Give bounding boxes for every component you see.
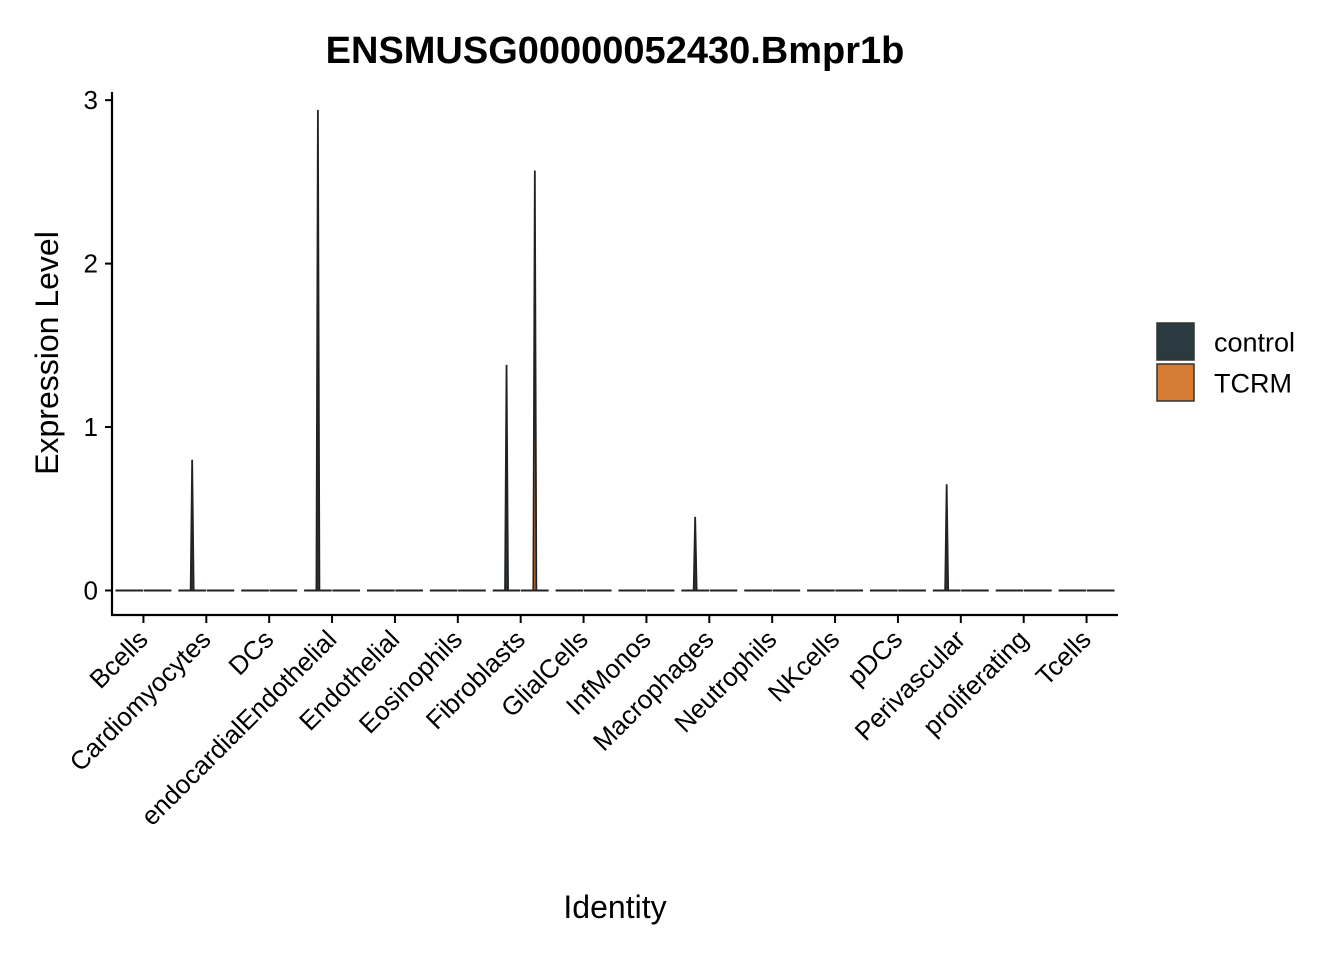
y-tick-label-2: 2: [84, 249, 98, 279]
chart-title: ENSMUSG00000052430.Bmpr1b: [326, 30, 905, 72]
violins: [115, 109, 1115, 592]
legend-label-TCRM: TCRM: [1214, 369, 1292, 399]
violin-spike-Cardiomyocytes-control: [189, 459, 195, 592]
x-tick-label-Tcells: Tcells: [1030, 624, 1097, 691]
violin-spike-Fibroblasts-control: [504, 364, 509, 592]
violin-spike-Fibroblasts-TCRM: [532, 170, 538, 592]
x-axis-title: Identity: [563, 889, 666, 925]
y-tick-label-0: 0: [84, 575, 98, 605]
violin-spike-Macrophages-control: [692, 516, 698, 592]
y-tick-label-3: 3: [84, 85, 98, 115]
legend: control TCRM: [1156, 322, 1295, 402]
y-tick-label-1: 1: [84, 412, 98, 442]
y-axis-title: Expression Level: [29, 231, 65, 475]
x-tick-label-DCs: DCs: [222, 624, 279, 681]
violin-spike-Perivascular-control: [944, 484, 950, 592]
violin-spike-endocardialEndothelial-control: [315, 109, 321, 592]
x-tick-label-NKcells: NKcells: [762, 624, 846, 708]
legend-key-TCRM: [1156, 363, 1195, 402]
legend-label-control: control: [1214, 328, 1295, 358]
legend-key-control: [1156, 322, 1195, 361]
